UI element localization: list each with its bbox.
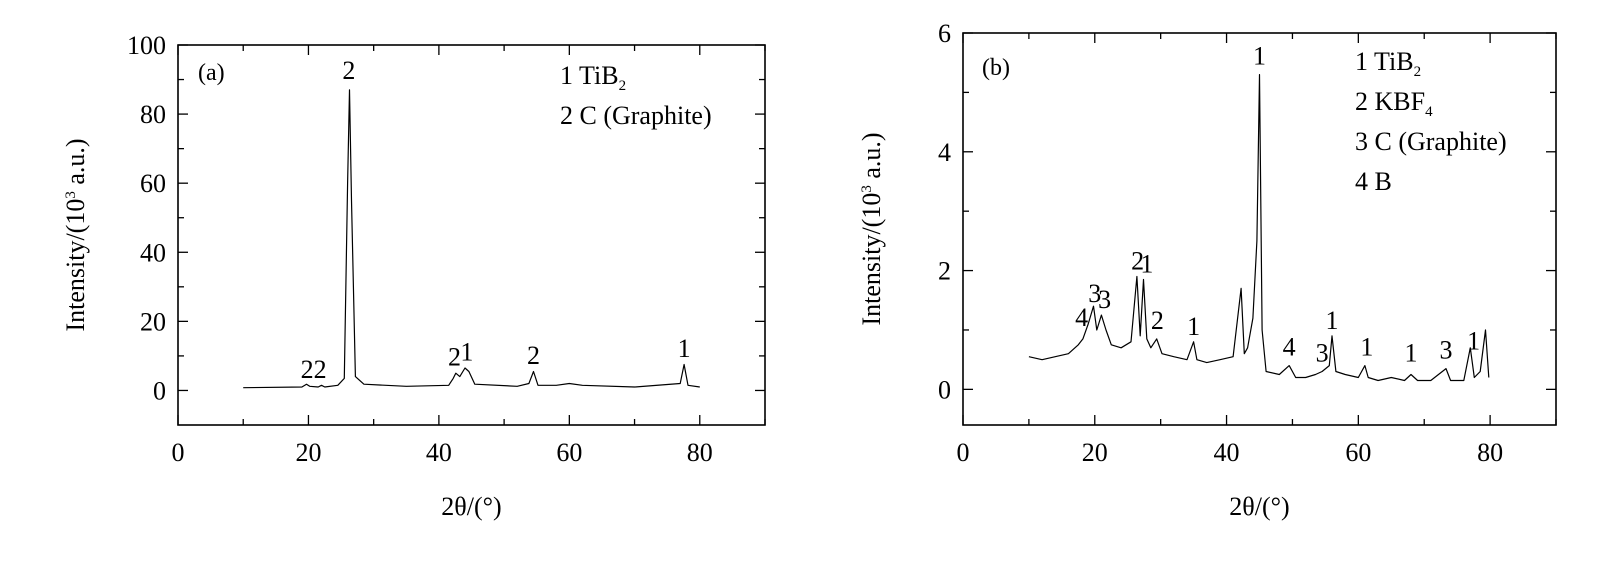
peak-label: 1 xyxy=(1325,306,1338,335)
plot-frame xyxy=(962,32,1557,426)
peak-label: 1 xyxy=(1253,42,1266,71)
x-axis-label: 2θ/(°) xyxy=(1229,492,1289,521)
y-tick-label: 60 xyxy=(140,169,166,198)
x-tick-label: 0 xyxy=(957,438,970,467)
y-tick-label: 4 xyxy=(938,138,951,167)
y-axis-label: Intensity/(103​ a.u.) xyxy=(61,138,90,331)
legend-entry: 2 C (Graphite) xyxy=(560,101,712,130)
plot-frame xyxy=(177,44,766,426)
legend-entry: 4 B xyxy=(1355,167,1392,196)
y-tick-label: 100 xyxy=(127,31,166,60)
x-tick-label: 40 xyxy=(426,438,452,467)
peak-label: 4 xyxy=(1283,333,1296,362)
y-tick-label: 0 xyxy=(153,376,166,405)
x-tick-label: 20 xyxy=(295,438,321,467)
peak-label: 2 xyxy=(314,355,327,384)
legend-entry: 3 C (Graphite) xyxy=(1355,127,1507,156)
peak-label: 3 xyxy=(1439,336,1452,365)
peak-label: 1 xyxy=(678,334,691,363)
y-tick-label: 40 xyxy=(140,238,166,267)
y-tick-label: 6 xyxy=(938,19,951,48)
legend: 1 TiB2​ 2 C (Graphite) xyxy=(560,61,712,130)
peak-label: 2 xyxy=(342,56,355,85)
peak-label: 1 xyxy=(1187,312,1200,341)
peak-label: 1 xyxy=(1405,339,1418,368)
legend-entry: 1 TiB2​ xyxy=(1355,47,1421,80)
peak-label: 1 xyxy=(1467,327,1480,356)
x-tick-label: 20 xyxy=(1082,438,1108,467)
panel-label: (a) xyxy=(198,60,225,86)
peak-label: 2 xyxy=(1151,306,1164,335)
peak-label: 2 xyxy=(527,341,540,370)
peak-label: 2 xyxy=(448,343,461,372)
xrd-pattern-line xyxy=(1028,74,1490,382)
legend-entry: 1 TiB2​ xyxy=(560,61,626,94)
y-tick-label: 2 xyxy=(938,257,951,286)
peak-label: 2 xyxy=(301,355,314,384)
y-tick-label: 20 xyxy=(140,307,166,336)
peak-label: 1 xyxy=(1140,250,1153,279)
peak-label: 2 xyxy=(1131,247,1144,276)
x-axis-label: 2θ/(°) xyxy=(441,492,501,521)
peak-label: 4 xyxy=(1075,303,1088,332)
y-tick-label: 0 xyxy=(938,375,951,404)
peak-label: 3 xyxy=(1088,279,1101,308)
x-tick-label: 0 xyxy=(172,438,185,467)
x-tick-label: 60 xyxy=(556,438,582,467)
peak-label: 1 xyxy=(460,338,473,367)
panel-label: (b) xyxy=(982,55,1010,81)
peak-label: 3 xyxy=(1316,339,1329,368)
x-tick-label: 80 xyxy=(1477,438,1503,467)
peak-label: 3 xyxy=(1098,285,1111,314)
x-tick-label: 40 xyxy=(1214,438,1240,467)
x-tick-label: 80 xyxy=(687,438,713,467)
xrd-pattern-line xyxy=(243,89,700,389)
y-axis-label: Intensity/(103​ a.u.) xyxy=(857,132,886,325)
y-tick-label: 80 xyxy=(140,100,166,129)
x-tick-label: 60 xyxy=(1345,438,1371,467)
legend-entry: 2 KBF4​ xyxy=(1355,87,1433,120)
legend: 1 TiB2​ 2 KBF4​ 3 C (Graphite) 4 B xyxy=(1355,47,1507,196)
peak-label: 1 xyxy=(1360,333,1373,362)
